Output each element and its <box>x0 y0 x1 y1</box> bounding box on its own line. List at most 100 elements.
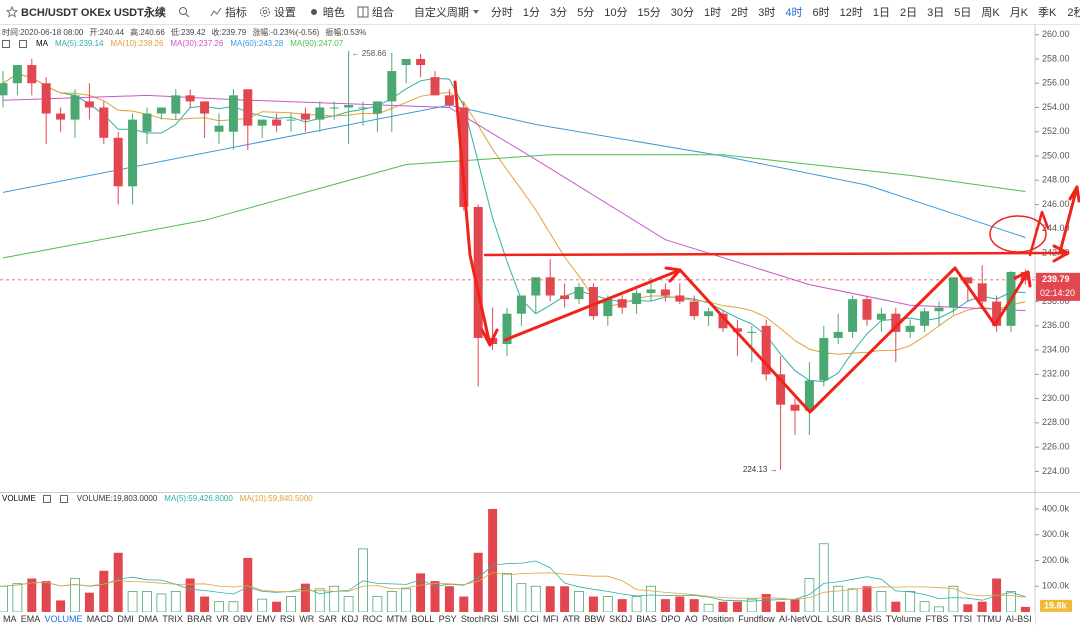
indicator-tab[interactable]: MFI <box>543 613 559 624</box>
indicator-tab[interactable]: AI-NetVOL <box>779 613 823 624</box>
period-menu[interactable]: 自定义周期 <box>408 4 486 20</box>
period-button[interactable]: 1日 <box>872 7 890 19</box>
theme-button[interactable]: 暗色 <box>302 4 351 20</box>
indicator-tab[interactable]: SKDJ <box>609 613 633 624</box>
indicator-tab[interactable]: LSUR <box>826 613 851 624</box>
period-button[interactable]: 5日 <box>954 7 972 19</box>
indicator-tab[interactable]: OBV <box>233 613 253 624</box>
period-button[interactable]: 15分 <box>637 7 661 19</box>
candle-body <box>473 206 483 338</box>
indicator-tab[interactable]: TTMU <box>976 613 1002 624</box>
indicator-tab[interactable]: DMA <box>138 613 159 624</box>
indicator-button[interactable]: 指标 <box>204 4 253 20</box>
indicator-tab[interactable]: AI-BSI <box>1005 613 1032 624</box>
indicator-tab[interactable]: VR <box>216 613 229 624</box>
low-label: 224.13 → <box>743 465 778 474</box>
indicator-tab[interactable]: KDJ <box>341 613 359 624</box>
indicator-tab[interactable]: DMI <box>117 613 134 624</box>
indicator-tab[interactable]: CCI <box>523 613 539 624</box>
period-button[interactable]: 12时 <box>839 7 863 19</box>
indicator-tab[interactable]: TRIX <box>162 613 183 624</box>
layout-button[interactable]: 组合 <box>351 4 400 20</box>
volume-bar <box>113 552 123 612</box>
volume-bar <box>286 596 296 613</box>
period-button[interactable]: 4时 <box>785 7 803 19</box>
indicator-tab[interactable]: MTM <box>386 613 408 624</box>
period-button[interactable]: 30分 <box>670 7 694 19</box>
favorite-button[interactable]: BCH/USDT OKEx USDT永续 <box>0 4 172 20</box>
candle-body <box>934 307 944 312</box>
indicator-tab[interactable]: BOLL <box>411 613 435 624</box>
period-button[interactable]: 5分 <box>577 7 595 19</box>
icon <box>310 9 317 15</box>
settings-button[interactable]: 设置 <box>253 4 302 20</box>
period-button[interactable]: 分时 <box>490 7 513 19</box>
indicator-tab[interactable]: WR <box>299 613 315 624</box>
volume-bar <box>127 590 138 613</box>
indicator-tab[interactable]: StochRSI <box>460 613 499 624</box>
period-button[interactable]: 1时 <box>703 7 722 19</box>
indicator-tab[interactable]: AO <box>684 613 698 624</box>
period-button[interactable]: 周K <box>981 7 1000 19</box>
legend-label: MA <box>36 39 48 48</box>
period-button[interactable]: 季K <box>1038 7 1057 19</box>
candle-body <box>603 299 613 317</box>
candle-body <box>948 277 958 308</box>
volume-bar <box>574 590 584 613</box>
drawn-arrow <box>1058 185 1079 254</box>
indicator-tab[interactable]: SMI <box>503 613 520 624</box>
indicator-tab[interactable]: BIAS <box>636 613 657 624</box>
volume-bar <box>386 590 397 613</box>
period-button[interactable]: 2时 <box>731 7 749 19</box>
toggle-icon[interactable] <box>42 494 51 503</box>
candle-body <box>257 119 267 126</box>
volume-bar <box>314 588 325 613</box>
period-button[interactable]: 1分 <box>522 7 540 19</box>
indicator-tab[interactable]: SAR <box>318 613 337 624</box>
indicator-tab[interactable]: Position <box>702 613 735 624</box>
volume-bar <box>862 586 872 612</box>
indicator-tab[interactable]: MACD <box>86 613 114 624</box>
volume-bar <box>891 601 901 612</box>
refresh-interval[interactable]: 2秒 <box>1061 4 1080 20</box>
indicator-tab[interactable]: Fundflow <box>738 613 775 624</box>
indicator-tab[interactable]: BBW <box>584 613 605 624</box>
volume-bar <box>430 581 440 612</box>
info-item: 低:239.42 <box>170 28 206 37</box>
period-button[interactable]: 6时 <box>812 7 830 19</box>
indicator-tab[interactable]: TVolume <box>885 613 922 624</box>
indicator-tab[interactable]: VOLUME <box>44 613 83 624</box>
indicator-tab[interactable]: TTSI <box>952 613 973 624</box>
indicator-tab[interactable]: EMA <box>20 613 41 624</box>
close-icon[interactable] <box>59 494 68 503</box>
indicator-tab[interactable]: DPO <box>661 613 681 624</box>
indicator-tab[interactable]: EMV <box>256 613 276 624</box>
volume-bar <box>761 593 771 612</box>
period-button[interactable]: 月K <box>1009 7 1029 19</box>
legend-item: MA(10):238.26 <box>110 39 164 48</box>
search-button[interactable] <box>172 6 196 18</box>
candle-body <box>41 83 51 114</box>
indicator-tab[interactable]: PSY <box>438 613 457 624</box>
indicator-tab[interactable]: ROC <box>362 613 383 624</box>
button-label: 指标 <box>224 7 247 19</box>
symbol: BCH/USDT OKEx USDT永续 <box>21 7 166 19</box>
indicator-tab[interactable]: BRAR <box>187 613 213 624</box>
indicator-tab[interactable]: RSI <box>280 613 296 624</box>
candle-body <box>171 95 181 114</box>
toggle-icon[interactable] <box>2 39 10 48</box>
indicator-tab[interactable]: MA <box>3 613 17 624</box>
period-button[interactable]: 10分 <box>604 7 628 19</box>
candle-body <box>344 105 354 108</box>
indicator-tab[interactable]: BASIS <box>854 613 882 624</box>
period-button[interactable]: 3分 <box>549 7 568 19</box>
period-button[interactable]: 2日 <box>899 7 918 19</box>
close-icon[interactable] <box>19 39 27 48</box>
indicator-tab[interactable]: ATR <box>562 613 581 624</box>
period-list: 分时 1分 3分 5分 10分 15分 30分 1时 2时 3时 4时 6时 12时 1日 2日 3日 5日 周K… <box>486 4 1062 20</box>
button-label: 暗色 <box>322 7 345 19</box>
candle-body <box>430 77 440 96</box>
period-button[interactable]: 3时 <box>758 7 776 19</box>
period-button[interactable]: 3日 <box>927 7 945 19</box>
indicator-tab[interactable]: FTBS <box>925 613 949 624</box>
